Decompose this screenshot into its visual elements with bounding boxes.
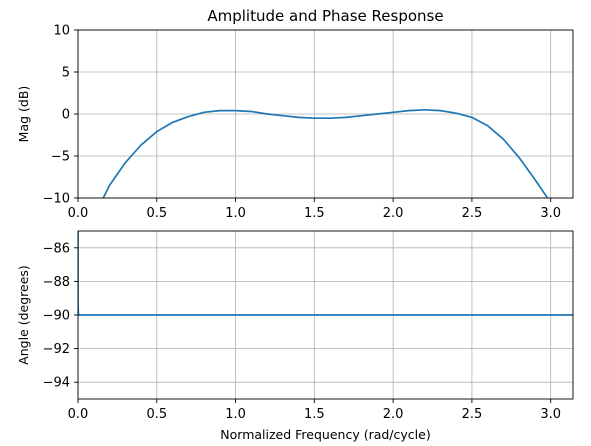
x-tick-label: 1.0 [225,407,246,422]
x-tick-label: 0.5 [146,206,167,221]
x-tick-label: 2.0 [383,206,404,221]
x-tick-label: 0.0 [68,407,89,422]
x-tick-label: 1.0 [225,206,246,221]
y-tick-label: 10 [53,24,70,39]
y-tick-label: −88 [43,275,70,290]
y-tick-label: −86 [43,241,70,256]
y-tick-label: 5 [62,66,70,81]
series-line [102,108,549,198]
y-axis-label: Angle (degrees) [16,265,31,365]
magnitude-plot: 0.0 0.5 1.0 1.5 2.0 2.5 3.0 10 5 0 −5 −10 Mag (dB) Am… [16,7,574,221]
phase-plot: 0.0 0.5 1.0 1.5 2.0 2.5 3.0 −86 −88 −90 −92 −94 Angl… [16,230,574,442]
series-line [78,231,573,316]
y-tick-label: −90 [43,309,70,324]
x-tick-label: 1.5 [304,407,325,422]
x-tick-label: 2.5 [462,407,483,422]
x-tick-label: 0.5 [146,407,167,422]
y-tick-label: −94 [43,376,70,391]
x-axis-label: Normalized Frequency (rad/cycle) [220,427,430,442]
x-tick-label: 3.0 [540,407,561,422]
x-tick-label: 2.5 [462,206,483,221]
chart-title: Amplitude and Phase Response [207,7,443,25]
y-tick-label: −92 [43,342,70,357]
x-tick-label: 0.0 [68,206,89,221]
y-tick-label: 0 [62,108,70,123]
x-tick-label: 2.0 [383,407,404,422]
y-tick-label: −10 [43,192,70,207]
x-tick-label: 1.5 [304,206,325,221]
x-tick-label: 3.0 [540,206,561,221]
y-tick-label: −5 [51,150,70,165]
y-axis-label: Mag (dB) [16,86,31,143]
